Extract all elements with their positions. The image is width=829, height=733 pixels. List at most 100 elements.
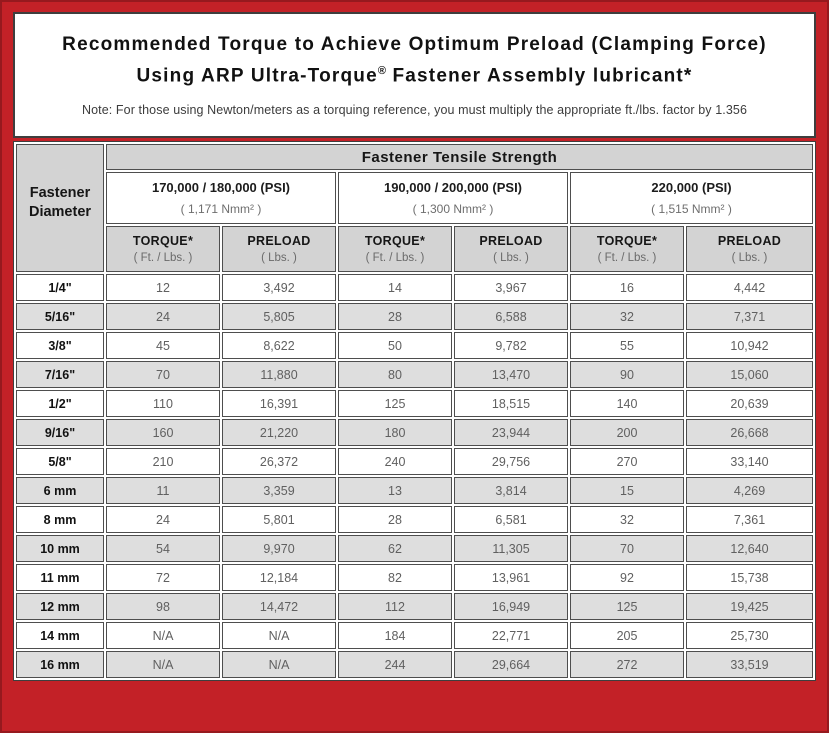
value-cell: 11	[106, 477, 220, 504]
torque-unit: ( Ft. / Lbs. )	[365, 252, 425, 264]
value-cell: 3,814	[454, 477, 568, 504]
value-cell: 4,269	[686, 477, 813, 504]
value-cell: 12,184	[222, 564, 336, 591]
value-cell: 32	[570, 506, 684, 533]
value-cell: 272	[570, 651, 684, 678]
value-cell: 62	[338, 535, 452, 562]
table-row: 1/2" 110 16,391 125 18,515 140 20,639	[16, 390, 813, 417]
value-cell: 18,515	[454, 390, 568, 417]
value-cell: 11,305	[454, 535, 568, 562]
torque-unit: ( Ft. / Lbs. )	[597, 252, 657, 264]
value-cell: 15,060	[686, 361, 813, 388]
registered-trademark-symbol: ®	[377, 65, 386, 77]
value-cell: 19,425	[686, 593, 813, 620]
value-cell: N/A	[106, 651, 220, 678]
preload-label: PRELOAD	[247, 234, 311, 248]
value-cell: 28	[338, 506, 452, 533]
header-row-psi-groups: 170,000 / 180,000 (PSI) ( 1,171 Nmm² ) 1…	[16, 172, 813, 224]
psi-group-190-200: 190,000 / 200,000 (PSI) ( 1,300 Nmm² )	[338, 172, 568, 224]
value-cell: 6,581	[454, 506, 568, 533]
value-cell: 140	[570, 390, 684, 417]
diameter-cell: 9/16"	[16, 419, 104, 446]
table-row: 9/16" 160 21,220 180 23,944 200 26,668	[16, 419, 813, 446]
value-cell: 160	[106, 419, 220, 446]
nmm-label: ( 1,300 Nmm² )	[412, 202, 494, 216]
page-title-line2: Using ARP Ultra-Torque® Fastener Assembl…	[15, 58, 814, 89]
nmm-label: ( 1,515 Nmm² )	[651, 202, 732, 216]
preload-label: PRELOAD	[479, 234, 543, 248]
page-title-line1: Recommended Torque to Achieve Optimum Pr…	[62, 34, 767, 55]
diameter-cell: 3/8"	[16, 332, 104, 359]
value-cell: 244	[338, 651, 452, 678]
value-cell: 12,640	[686, 535, 813, 562]
psi-group-170-180: 170,000 / 180,000 (PSI) ( 1,171 Nmm² )	[106, 172, 336, 224]
value-cell: 33,519	[686, 651, 813, 678]
value-cell: 29,756	[454, 448, 568, 475]
value-cell: 90	[570, 361, 684, 388]
fastener-diameter-line2: Diameter	[28, 203, 92, 220]
preload-column-header: PRELOAD ( Lbs. )	[686, 226, 813, 272]
value-cell: 80	[338, 361, 452, 388]
diameter-cell: 6 mm	[16, 477, 104, 504]
value-cell: 210	[106, 448, 220, 475]
table-row: 7/16" 70 11,880 80 13,470 90 15,060	[16, 361, 813, 388]
nmm-label: ( 1,171 Nmm² )	[180, 202, 262, 216]
value-cell: 5,805	[222, 303, 336, 330]
diameter-cell: 7/16"	[16, 361, 104, 388]
value-cell: 21,220	[222, 419, 336, 446]
table-header: Fastener Diameter Fastener Tensile Stren…	[16, 144, 813, 272]
torque-label: TORQUE*	[132, 234, 194, 248]
value-cell: 26,668	[686, 419, 813, 446]
value-cell: 13,470	[454, 361, 568, 388]
torque-column-header: TORQUE* ( Ft. / Lbs. )	[338, 226, 452, 272]
value-cell: 7,371	[686, 303, 813, 330]
value-cell: 54	[106, 535, 220, 562]
table-row: 14 mm N/A N/A 184 22,771 205 25,730	[16, 622, 813, 649]
title-box: Recommended Torque to Achieve Optimum Pr…	[13, 12, 816, 138]
diameter-cell: 16 mm	[16, 651, 104, 678]
value-cell: 28	[338, 303, 452, 330]
preload-column-header: PRELOAD ( Lbs. )	[454, 226, 568, 272]
diameter-cell: 14 mm	[16, 622, 104, 649]
value-cell: 9,782	[454, 332, 568, 359]
table-body: 1/4" 12 3,492 14 3,967 16 4,442 5/16" 24 5,805 28 6…	[16, 274, 813, 678]
header-row-torque-preload: TORQUE* ( Ft. / Lbs. ) PRELOAD ( Lbs. ) …	[16, 226, 813, 272]
diameter-cell: 1/2"	[16, 390, 104, 417]
table-row: 6 mm 11 3,359 13 3,814 15 4,269	[16, 477, 813, 504]
value-cell: 29,664	[454, 651, 568, 678]
torque-label: TORQUE*	[596, 234, 658, 248]
table-row: 3/8" 45 8,622 50 9,782 55 10,942	[16, 332, 813, 359]
value-cell: 125	[570, 593, 684, 620]
psi-label: 170,000 / 180,000 (PSI)	[151, 180, 291, 195]
value-cell: 25,730	[686, 622, 813, 649]
torque-column-header: TORQUE* ( Ft. / Lbs. )	[106, 226, 220, 272]
value-cell: 45	[106, 332, 220, 359]
preload-label: PRELOAD	[717, 234, 782, 248]
value-cell: 13	[338, 477, 452, 504]
value-cell: 22,771	[454, 622, 568, 649]
table-row: 8 mm 24 5,801 28 6,581 32 7,361	[16, 506, 813, 533]
value-cell: 16,949	[454, 593, 568, 620]
header-row-tensile: Fastener Diameter Fastener Tensile Stren…	[16, 144, 813, 272]
title-line2-suffix: Fastener Assembly lubricant*	[385, 65, 693, 87]
value-cell: 3,359	[222, 477, 336, 504]
title-line2-prefix: Using ARP Ultra-Torque	[136, 65, 378, 87]
value-cell: 112	[338, 593, 452, 620]
torque-unit: ( Ft. / Lbs. )	[133, 252, 193, 264]
value-cell: 26,372	[222, 448, 336, 475]
value-cell: 3,967	[454, 274, 568, 301]
psi-label: 190,000 / 200,000 (PSI)	[383, 180, 523, 195]
value-cell: 5,801	[222, 506, 336, 533]
value-cell: 72	[106, 564, 220, 591]
value-cell: 15	[570, 477, 684, 504]
value-cell: 92	[570, 564, 684, 591]
table-row: 5/16" 24 5,805 28 6,588 32 7,371	[16, 303, 813, 330]
preload-column-header: PRELOAD ( Lbs. )	[222, 226, 336, 272]
value-cell: 98	[106, 593, 220, 620]
value-cell: 180	[338, 419, 452, 446]
diameter-cell: 1/4"	[16, 274, 104, 301]
value-cell: 10,942	[686, 332, 813, 359]
table-row: 11 mm 72 12,184 82 13,961 92 15,738	[16, 564, 813, 591]
value-cell: 33,140	[686, 448, 813, 475]
